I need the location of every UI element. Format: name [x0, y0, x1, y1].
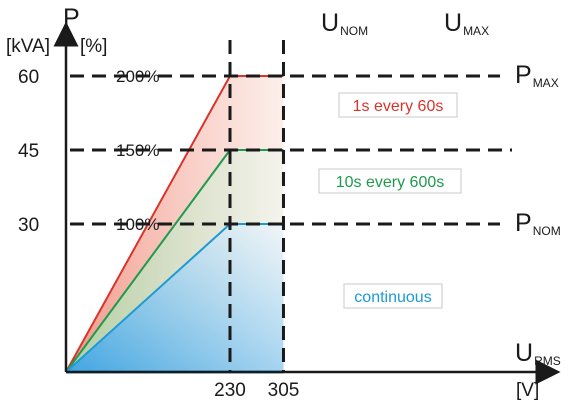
y-axis-symbol: P	[63, 4, 80, 32]
x-tick-layer: 230 305	[214, 380, 299, 401]
x-tick-305: 305	[268, 380, 300, 401]
series-label-continuous: continuous	[354, 289, 431, 306]
series-label-box-1s-every-60s	[338, 92, 458, 118]
series-label-layer: 1s every 60s 10s every 600s continuous	[318, 92, 462, 309]
series-label-box-10s-every-600s	[318, 168, 462, 194]
y-percent-tick-45: 150%	[116, 141, 159, 160]
series-label-box-continuous	[343, 283, 443, 309]
y-percent-tick-30: 100%	[116, 215, 159, 234]
u-max-label: UMAX	[444, 9, 489, 38]
series-line-10s-every-600s	[65, 149, 231, 373]
p-max-label: PMAX	[515, 61, 559, 90]
y-tick-30: 30	[18, 215, 39, 236]
y-tick-45: 45	[18, 141, 39, 162]
y-axis-unit-kva: [kVA]	[6, 36, 50, 57]
reference-line-layer	[70, 40, 512, 372]
y-tick-60: 60	[18, 67, 39, 88]
y-percent-tick-60: 200%	[116, 67, 159, 86]
series-label-1s-every-60s: 1s every 60s	[353, 98, 444, 115]
p-nom-label: PNOM	[515, 209, 561, 238]
x-tick-230: 230	[214, 380, 246, 401]
y-tick-layer: 30 100% 45 150% 60 200%	[18, 67, 159, 236]
u-nom-label: UNOM	[321, 9, 368, 38]
series-line-continuous	[65, 223, 231, 373]
x-axis-unit: [V]	[516, 380, 539, 401]
series-label-10s-every-600s: 10s every 600s	[336, 174, 445, 191]
x-axis-symbol: URMS	[515, 339, 561, 368]
y-axis-unit-percent: [%]	[80, 36, 107, 57]
